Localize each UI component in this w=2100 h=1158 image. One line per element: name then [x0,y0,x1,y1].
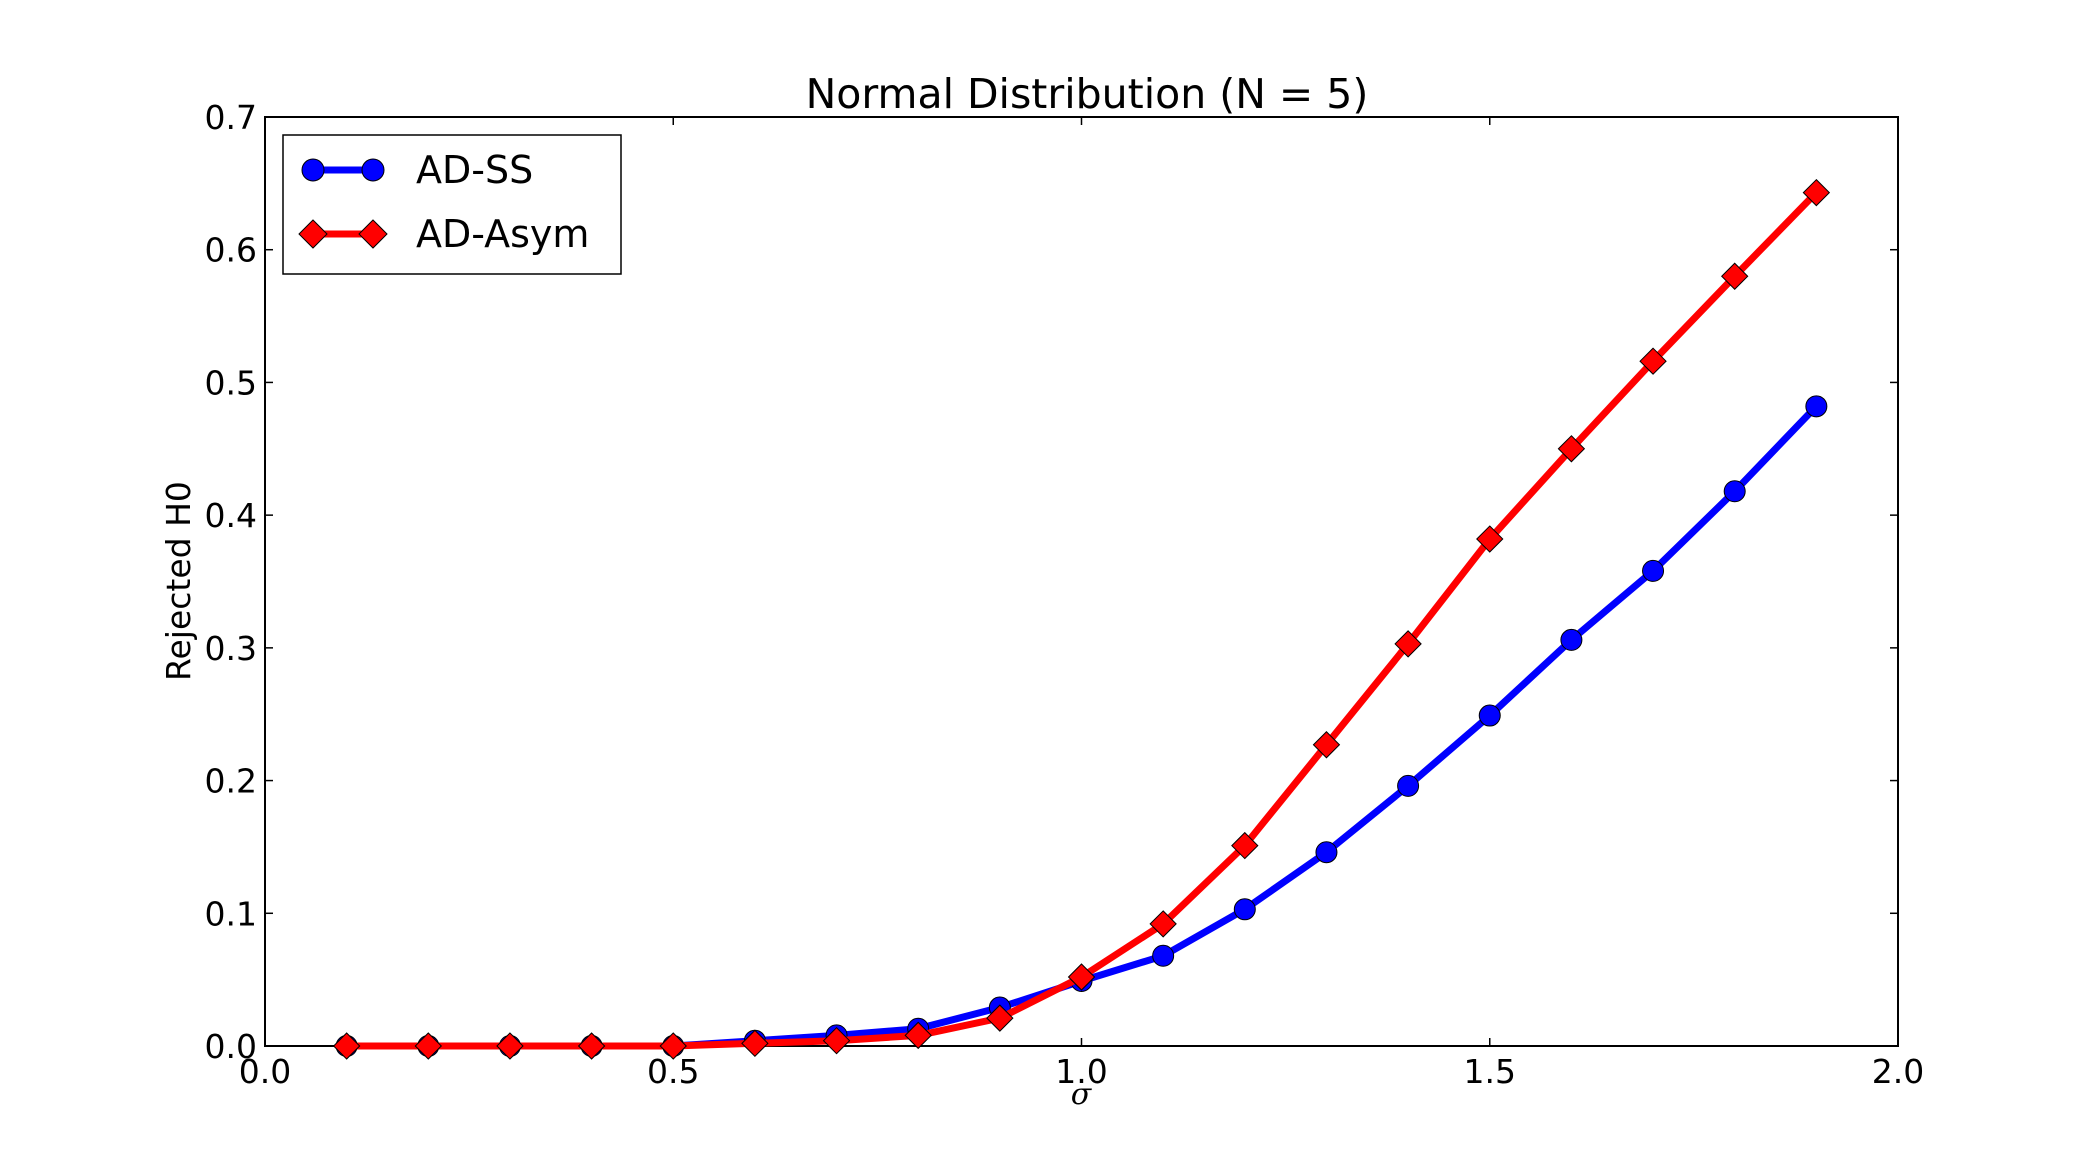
legend-swatch-marker [301,158,325,182]
series-lines [332,178,1831,1060]
legend-label-ad-asym: AD-Asym [416,212,589,256]
data-point [1478,704,1501,727]
legend-item-ad-asym: AD-Asym [298,212,589,256]
data-point [1720,262,1749,290]
y-tick-label: 0.0 [205,1027,257,1066]
y-tick-label: 0.6 [205,231,257,270]
data-point [822,1026,851,1055]
data-point [1805,395,1828,418]
y-tick-label: 0.2 [205,762,257,801]
data-point [1560,628,1583,651]
data-point [1642,559,1665,582]
data-point [1152,944,1175,967]
data-point [1233,898,1256,921]
data-point [1394,630,1422,658]
y-tick-label: 0.5 [205,363,257,402]
x-tick-label: 1.0 [1055,1052,1107,1091]
data-point [904,1021,932,1050]
data-point [1067,963,1096,991]
x-tick-label: 1.5 [1464,1052,1516,1091]
x-tick-label: 2.0 [1872,1052,1924,1091]
legend: AD-SS AD-Asym [282,134,622,275]
series-ad-ss [335,395,1828,1057]
y-tick-label: 0.1 [205,894,257,933]
x-tick-label: 0.0 [239,1052,291,1091]
data-point [1149,910,1177,938]
data-point [496,1032,524,1060]
data-point [659,1032,687,1060]
data-point [741,1029,769,1058]
data-point [1476,525,1504,553]
data-point [332,1032,361,1060]
legend-box [282,134,622,275]
y-tick-label: 0.3 [205,629,257,668]
y-tick-label: 0.4 [205,496,257,535]
chart-title: Normal Distribution (N = 5) [806,70,1369,118]
data-point [1802,178,1831,207]
legend-swatch-marker [361,158,385,182]
legend-item-ad-ss: AD-SS [301,148,533,192]
data-point [1312,731,1341,759]
x-axis-label: σ [1071,1077,1093,1112]
legend-swatch-marker [358,219,388,249]
data-point [1557,435,1586,463]
legend-label-ad-ss: AD-SS [416,148,533,192]
data-point [577,1032,606,1060]
data-point [1639,347,1667,375]
y-tick-label: 0.7 [205,98,257,137]
series-ad-asym [332,178,1831,1060]
data-point [1397,774,1420,797]
data-point [986,1004,1014,1032]
legend-swatch-marker [298,219,328,249]
series-line [346,403,1819,1050]
y-axis-label: Rejected H0 [159,481,198,681]
axis-ticks: 0.0 0.5 1.0 1.5 2.00.00.10.20.30.40.50.60.7 [205,98,1925,1091]
data-point [1231,831,1259,860]
data-point [1315,841,1338,864]
data-point [414,1032,443,1060]
data-point [1723,480,1746,503]
